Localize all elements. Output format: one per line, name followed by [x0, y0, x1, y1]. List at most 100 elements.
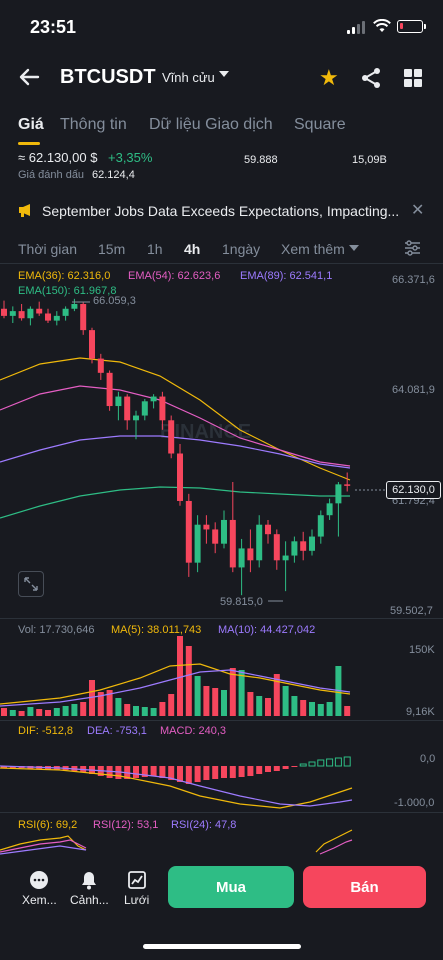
bell-icon [82, 872, 97, 890]
fullscreen-button[interactable] [18, 571, 44, 597]
macd-histogram-bar [115, 766, 122, 779]
caret-down-icon[interactable] [349, 245, 359, 251]
chart-settings-icon[interactable] [404, 240, 421, 256]
rsi24-legend: RSI(24): 47,8 [171, 819, 237, 831]
macd-histogram-bar [194, 766, 201, 782]
volume-bar [115, 698, 122, 716]
volume-bar [1, 708, 7, 716]
ema36-legend: EMA(36): 62.316,0 [18, 270, 111, 282]
interval-4h[interactable]: 4h [184, 241, 201, 257]
contract-type-label[interactable]: Vĩnh cửu [162, 70, 215, 85]
candle-body [291, 541, 298, 556]
macd-histogram-bar [141, 766, 148, 777]
nav-grid[interactable]: Lưới [124, 870, 149, 907]
close-icon[interactable]: ✕ [411, 202, 425, 219]
volume-bar [159, 702, 166, 716]
nav-alert-label: Cảnh... [70, 893, 109, 907]
candle-body [221, 519, 227, 544]
candle-body [141, 401, 148, 416]
vol-ma5-legend: MA(5): 38.011,743 [111, 624, 202, 636]
interval-time[interactable]: Thời gian [18, 241, 77, 257]
current-price-tag: 62.130,0 [386, 481, 441, 499]
volume-bar [9, 710, 16, 716]
volume-bar [238, 670, 245, 716]
candle-body [238, 548, 245, 568]
tab-square[interactable]: Square [294, 116, 346, 133]
binance-watermark: BINANCE [160, 421, 251, 443]
share-icon[interactable] [360, 67, 382, 89]
y-tick: 59.502,7 [390, 605, 433, 617]
rsi-chart [0, 829, 353, 855]
interval-1day[interactable]: 1ngày [222, 241, 261, 257]
volume-bar [291, 696, 298, 716]
divider [0, 720, 443, 721]
mark-price-label: Giá đánh dấu [18, 169, 85, 181]
sell-button[interactable]: Bán [303, 866, 426, 908]
candle-body [27, 308, 34, 319]
macd-histogram-bar [221, 766, 227, 778]
macd-dea-legend: DEA: -753,1 [87, 725, 147, 737]
volume-bar [309, 702, 315, 716]
candle-body [185, 500, 192, 563]
macd-dif-legend: DIF: -512,8 [18, 725, 74, 737]
candle-body [106, 372, 113, 407]
grid-layout-icon[interactable] [404, 69, 422, 87]
grid-bot-icon [127, 871, 146, 889]
volume-bar [273, 674, 280, 716]
macd-dea-line [0, 765, 353, 807]
vol-ma5-line [0, 663, 351, 705]
macd-histogram-bar [185, 766, 192, 784]
macd-histogram-bar [238, 766, 245, 777]
macd-chart [0, 756, 353, 809]
arrow-left-icon [19, 68, 40, 86]
macd-histogram-bar [273, 766, 280, 771]
candlestick-chart[interactable]: BINANCE 66.059,3 59.815,0 [0, 290, 443, 620]
volume-bar [89, 680, 95, 716]
nav-alert[interactable]: Cảnh... [70, 870, 109, 907]
wifi-icon [373, 19, 391, 32]
interval-15m[interactable]: 15m [98, 241, 126, 257]
volume-bar [203, 686, 210, 716]
nav-more-label: Xem... [22, 893, 57, 907]
tab-trading-data[interactable]: Dữ liệu Giao dịch [149, 116, 273, 133]
symbol-title[interactable]: BTCUSDT [60, 66, 156, 88]
ema89-legend: EMA(89): 62.541,1 [240, 270, 333, 282]
macd-histogram-bar [308, 761, 316, 767]
candle-body [265, 524, 271, 535]
volume-bar [265, 698, 271, 716]
tab-info[interactable]: Thông tin [60, 116, 127, 133]
rsi6-legend: RSI(6): 69,2 [18, 819, 78, 831]
volume-bar [326, 702, 333, 716]
candle-body [159, 396, 166, 421]
volume-bar [53, 708, 60, 716]
favorite-star-icon[interactable]: ★ [319, 65, 339, 90]
news-headline[interactable]: September Jobs Data Exceeds Expectations… [42, 203, 400, 219]
vol-ma10-line [0, 669, 351, 707]
volume-bar [247, 692, 254, 716]
expand-icon [24, 577, 38, 591]
macd-value-legend: MACD: 240,3 [160, 725, 227, 737]
cellular-signal-icon [347, 21, 369, 34]
tab-price[interactable]: Giá [18, 116, 44, 133]
high-price-label: 66.059,3 [93, 295, 136, 307]
candle-body [71, 304, 78, 309]
rsi24-line [0, 845, 87, 855]
price-change: +3,35% [108, 150, 153, 165]
volume-bar [256, 696, 263, 716]
back-button[interactable] [18, 66, 42, 90]
active-tab-indicator [18, 142, 40, 145]
buy-button[interactable]: Mua [168, 866, 294, 908]
interval-more[interactable]: Xem thêm [281, 241, 345, 257]
candle-body [344, 484, 351, 486]
candle-body [247, 548, 254, 561]
ema54-legend: EMA(54): 62.623,6 [128, 270, 221, 282]
interval-1h[interactable]: 1h [147, 241, 163, 257]
candle-body [36, 308, 43, 314]
macd-histogram-bar [282, 766, 289, 769]
volume-chart [0, 636, 351, 716]
nav-more[interactable]: Xem... [22, 870, 57, 907]
volume-bar [80, 702, 87, 716]
caret-down-icon[interactable] [219, 71, 229, 77]
candle-body [212, 529, 219, 544]
volume-bar [168, 694, 175, 716]
